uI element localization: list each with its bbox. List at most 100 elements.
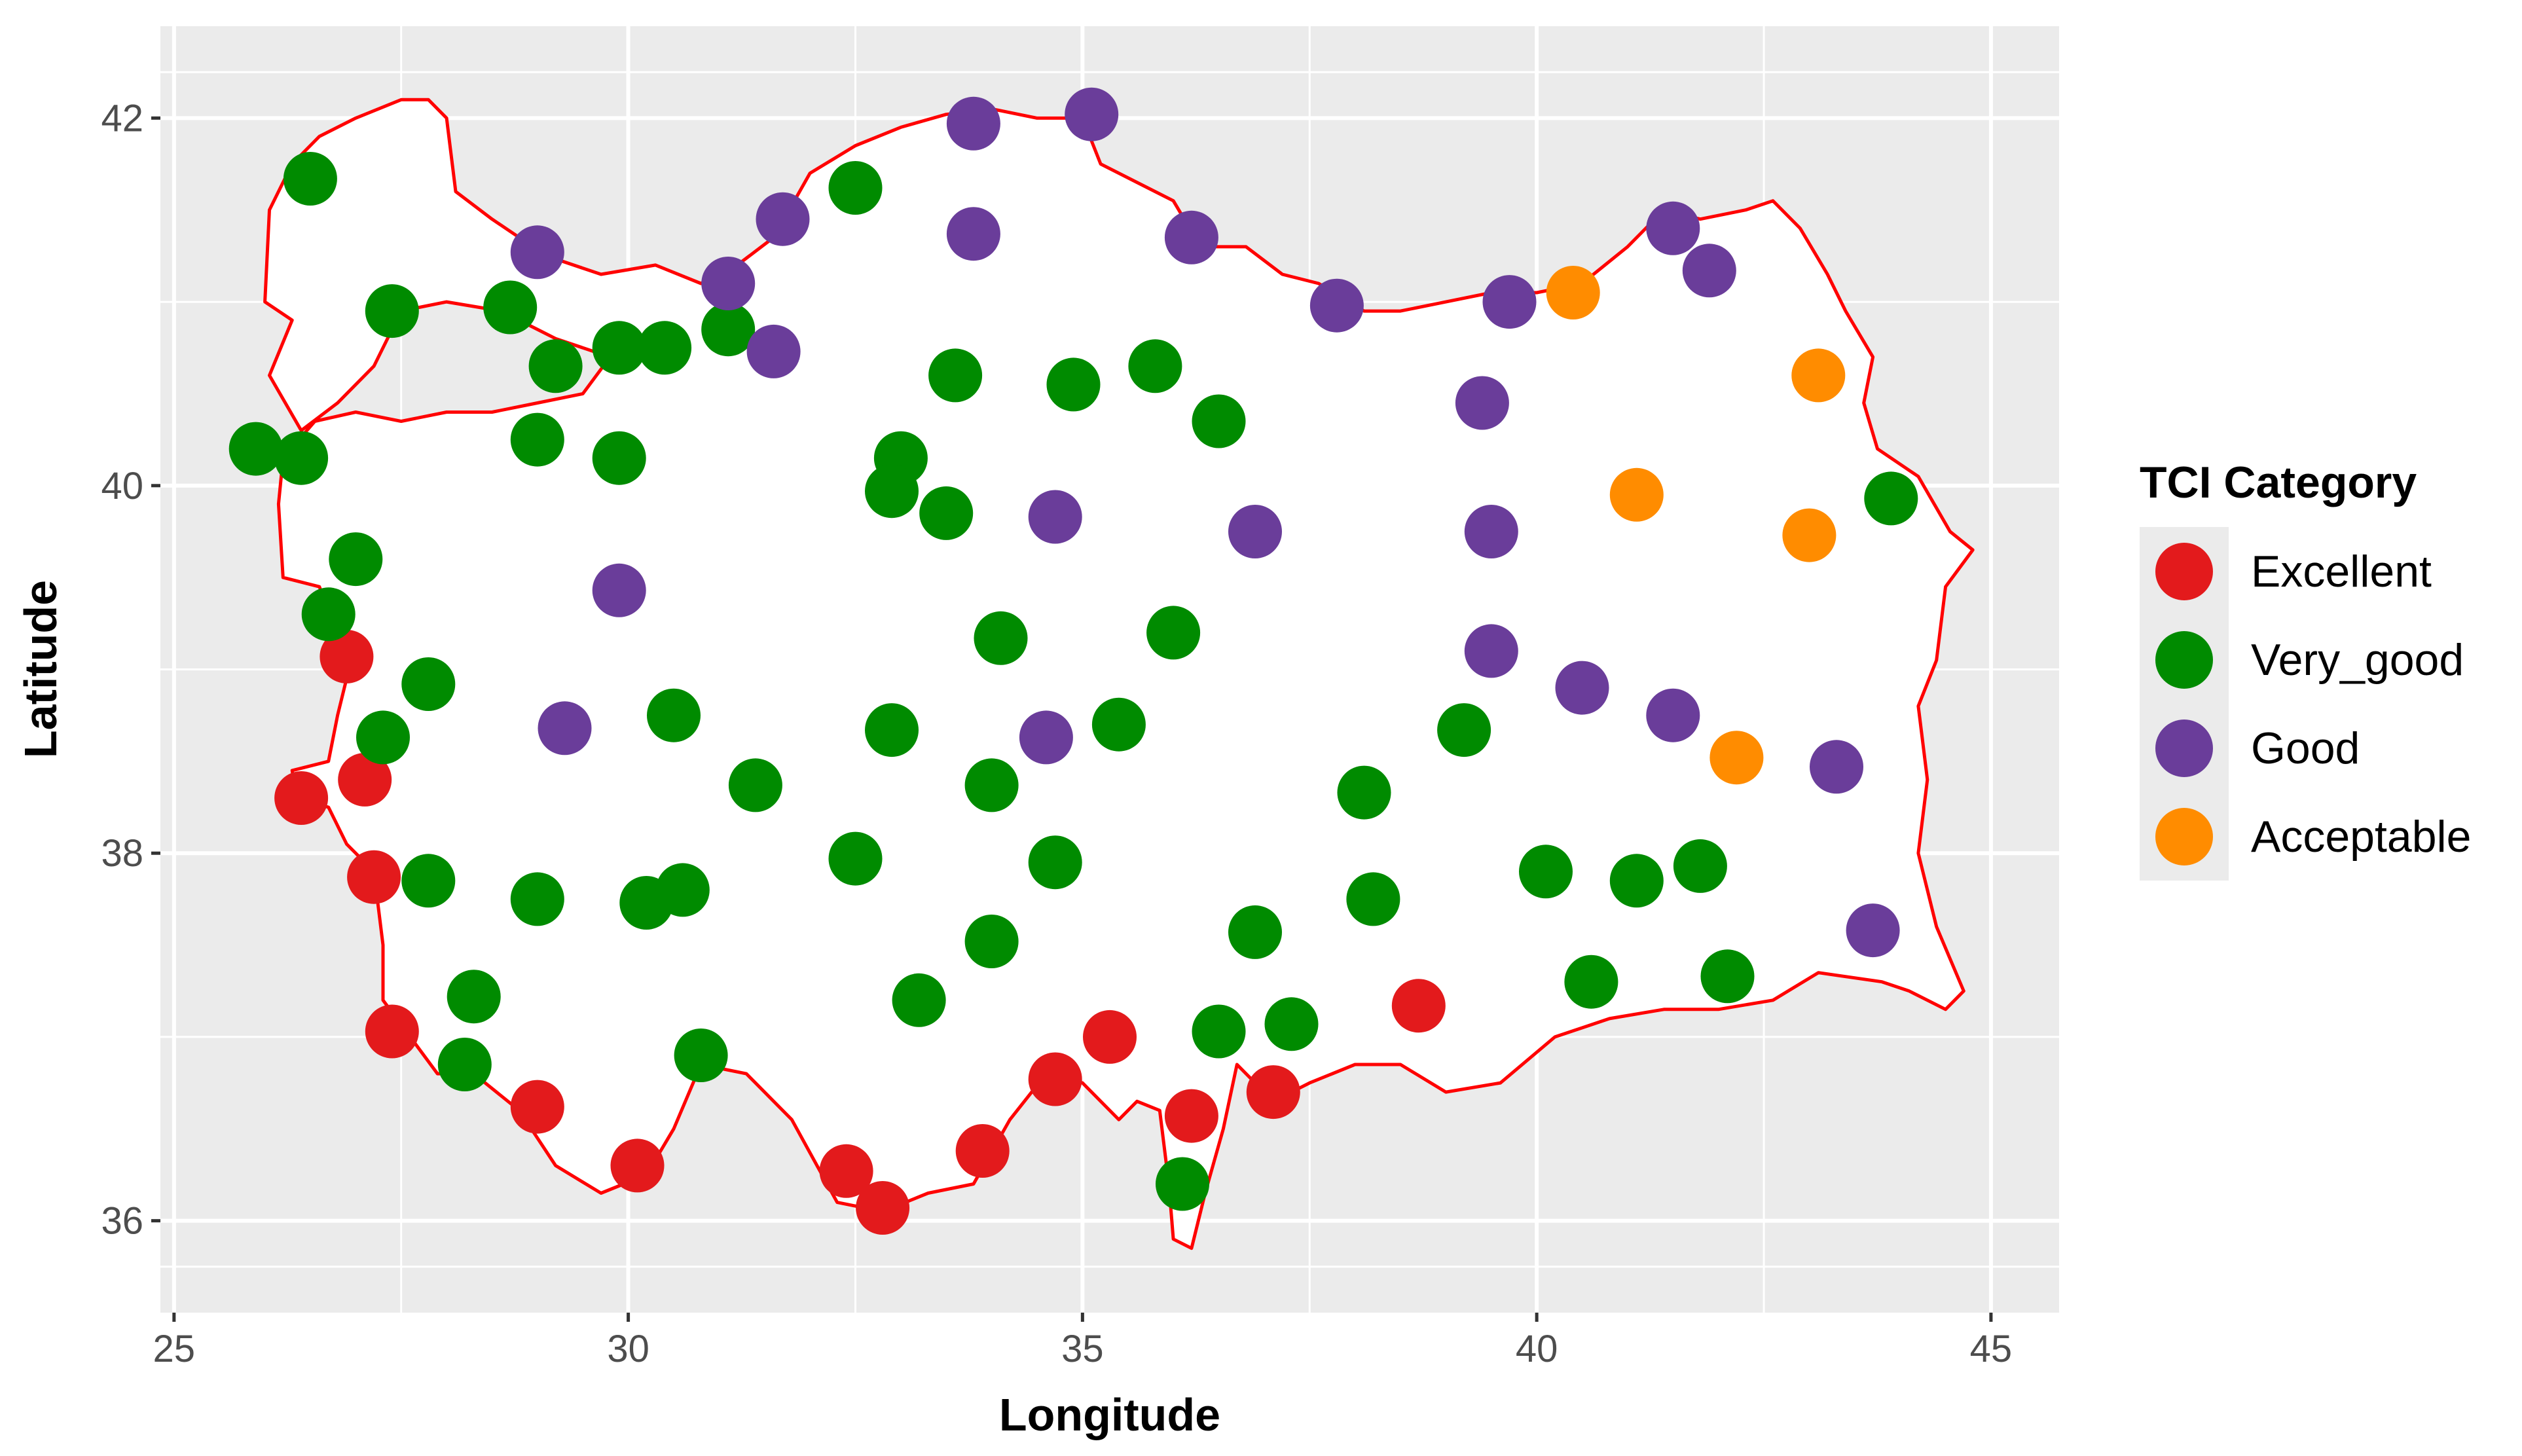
point-very-good [865,703,919,757]
point-very-good [892,973,946,1027]
point-very-good [228,422,283,476]
point-excellent [274,771,329,825]
point-good [1646,688,1700,742]
point-excellent [1028,1052,1082,1106]
legend-key-good [2155,719,2213,777]
point-very-good [437,1038,492,1091]
point-excellent [347,850,401,904]
point-very-good [1192,1004,1246,1059]
point-very-good [1156,1157,1209,1211]
point-very-good [1228,905,1282,959]
point-good [1646,201,1700,255]
point-very-good [365,284,419,338]
point-very-good [1519,845,1573,899]
point-good [1164,210,1218,264]
x-axis-ticks: 25 30 35 40 45 [153,1313,2013,1370]
legend-label-excellent: Excellent [2251,547,2432,596]
y-axis-title: Latitude [15,580,66,758]
point-very-good [1564,955,1618,1009]
point-good [592,563,646,617]
legend-label-acceptable: Acceptable [2251,812,2471,862]
point-very-good [274,431,329,485]
x-axis-title: Longitude [999,1389,1220,1440]
point-very-good [1609,854,1664,908]
point-good [1455,376,1509,430]
legend-key-very-good [2155,631,2213,689]
x-tick-label: 30 [607,1328,649,1370]
x-tick-label: 45 [1970,1328,2013,1370]
point-good [1555,661,1609,715]
point-very-good [1437,703,1491,757]
point-very-good [1091,697,1146,752]
point-very-good [1673,839,1727,893]
point-very-good [928,348,983,403]
point-very-good [528,339,583,393]
point-good [1028,490,1082,544]
point-excellent [1164,1089,1218,1143]
data-points [228,87,1918,1235]
point-very-good [919,486,974,540]
point-acceptable [1791,348,1846,403]
point-very-good [1146,606,1201,660]
point-good [746,324,801,378]
point-excellent [365,1004,419,1059]
point-very-good [329,532,383,587]
point-very-good [1046,357,1101,412]
point-good [1810,740,1863,794]
point-very-good [865,464,919,519]
point-good [510,225,564,280]
point-excellent [338,752,392,807]
point-very-good [728,758,782,812]
point-very-good [1337,765,1391,820]
legend-key-excellent [2155,543,2213,600]
point-very-good [356,710,410,765]
y-axis-ticks: 36 38 40 42 [101,97,160,1243]
point-very-good [674,1028,728,1082]
x-tick-label: 35 [1061,1328,1104,1370]
point-very-good [647,688,701,742]
point-good [1482,275,1537,329]
point-very-good [447,970,501,1024]
x-tick-label: 40 [1516,1328,1558,1370]
legend-items: Excellent Very_good Good Acceptable [2155,543,2471,865]
point-good [538,701,592,755]
legend-title: TCI Category [2140,458,2417,507]
point-very-good [638,321,692,375]
point-excellent [510,1080,564,1134]
x-tick-label: 25 [153,1328,196,1370]
point-good [1065,87,1119,141]
point-very-good [283,152,337,206]
point-good [946,96,1000,151]
legend-label-very-good: Very_good [2251,635,2464,685]
point-acceptable [1782,508,1837,562]
point-excellent [955,1124,1010,1178]
point-excellent [610,1138,665,1193]
point-good [1682,244,1736,298]
y-tick-label: 36 [101,1200,143,1243]
point-very-good [655,863,710,917]
point-good [1019,710,1073,765]
y-tick-label: 38 [101,832,143,875]
point-very-good [1128,339,1182,393]
point-good [1464,505,1518,558]
point-good [946,207,1000,261]
point-very-good [401,854,456,908]
point-very-good [510,412,564,467]
legend: TCI Category Excellent Very_good Good Accep… [2140,458,2471,881]
point-very-good [828,161,883,215]
point-good [701,257,756,310]
point-excellent [320,629,374,683]
point-good [1464,624,1518,678]
point-very-good [592,431,646,485]
point-excellent [1246,1065,1300,1119]
point-acceptable [1709,731,1764,785]
point-excellent [1391,979,1446,1033]
point-acceptable [1609,467,1664,522]
point-good [756,192,810,246]
point-very-good [964,915,1019,968]
point-very-good [401,657,456,711]
point-very-good [1264,997,1319,1051]
point-very-good [1864,471,1918,526]
point-very-good [1028,835,1082,890]
point-very-good [510,872,564,926]
